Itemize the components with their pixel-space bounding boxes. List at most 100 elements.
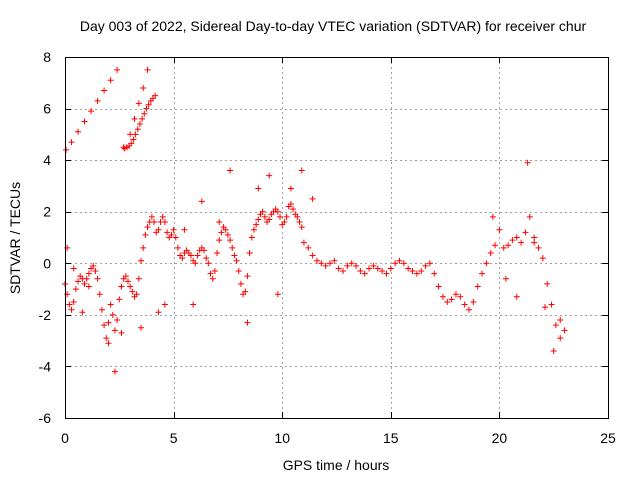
data-point [92,268,99,275]
data-point [155,309,162,316]
data-point [141,110,148,117]
data-point [383,270,390,277]
data-point [103,335,110,342]
data-point [216,237,223,244]
y-tick-label: 2 [43,204,51,220]
data-point [439,293,446,300]
data-point [111,327,118,334]
data-point [133,291,140,298]
data-point [136,121,143,128]
data-point [374,265,381,272]
data-point [322,262,329,269]
data-point [524,159,531,166]
x-tick-label: 5 [170,430,178,446]
data-point [479,270,486,277]
data-point [85,270,92,277]
data-point [190,301,197,308]
data-point [331,257,338,264]
data-point [253,221,260,228]
data-point [366,265,373,272]
data-point [237,280,244,287]
data-point [140,244,147,251]
y-axis-label: SDTVAR / TECUs [7,182,23,294]
data-point [170,226,177,233]
data-point [70,298,77,305]
data-point [192,260,199,267]
data-point [114,66,121,73]
data-point [131,115,138,122]
data-point [179,255,186,262]
data-point [152,92,159,99]
data-point [63,146,70,153]
data-point [161,301,168,308]
data-point [246,249,253,256]
data-point [242,288,249,295]
data-point [116,296,123,303]
data-point [229,244,236,251]
data-point [155,226,162,233]
y-tick-label: 8 [43,49,51,65]
data-point [105,319,112,326]
data-point [557,317,564,324]
data-point [98,306,105,313]
data-point [379,268,386,275]
data-point [139,115,146,122]
data-point [216,219,223,226]
y-tick-label: 6 [43,101,51,117]
data-point [261,213,268,220]
data-point [550,347,557,354]
data-point [85,283,92,290]
data-point [283,213,290,220]
data-point [255,185,262,192]
data-point [66,301,73,308]
data-point [281,219,288,226]
data-point [194,252,201,259]
data-point [90,262,97,269]
data-point [109,311,116,318]
data-point [465,306,472,313]
data-point [70,265,77,272]
data-point [561,327,568,334]
data-point [509,237,516,244]
data-point [118,283,125,290]
data-point [209,275,216,282]
data-point [274,208,281,215]
data-point [361,270,368,277]
data-point [400,260,407,267]
data-point [148,213,155,220]
x-tick-label: 10 [274,430,290,446]
data-point [118,329,125,336]
data-point [68,139,75,146]
data-point [548,301,555,308]
data-point [535,244,542,251]
x-axis-label: GPS time / hours [283,457,390,473]
data-point [174,244,181,251]
data-point [88,108,95,115]
data-point [75,278,82,285]
data-point [134,126,141,133]
data-point [296,219,303,226]
data-point [135,100,142,107]
data-point [405,265,412,272]
data-point [409,268,416,275]
data-point [300,239,307,246]
data-point [207,270,214,277]
data-point [298,167,305,174]
data-point [144,224,151,231]
data-point [218,229,225,236]
data-point [470,298,477,305]
x-tick-label: 25 [600,430,616,446]
data-point [231,252,238,259]
data-point [348,260,355,267]
data-point [168,231,175,238]
data-point [542,304,549,311]
data-point [539,255,546,262]
data-point [344,262,351,269]
data-point [181,226,188,233]
data-point [357,268,364,275]
data-point [452,291,459,298]
y-tick-label: -4 [39,358,52,374]
data-point [418,268,425,275]
data-point [557,335,564,342]
